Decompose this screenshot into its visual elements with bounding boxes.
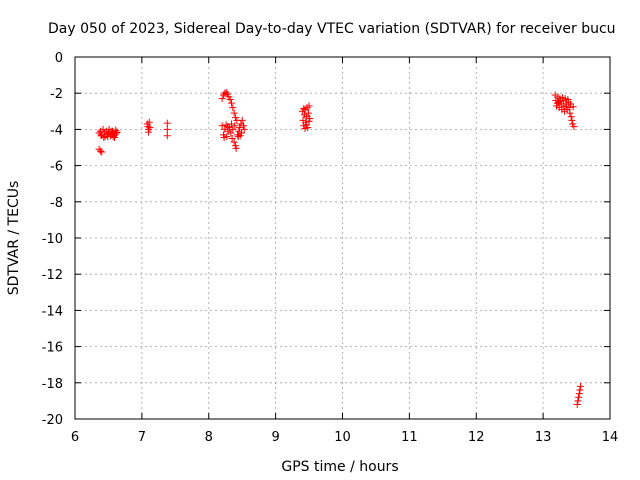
x-axis-title: GPS time / hours [281,459,398,475]
data-point [226,96,234,104]
x-tick-label: 9 [271,430,279,445]
data-point [301,124,309,132]
data-point [163,132,171,140]
data-point [229,104,237,112]
data-point [302,113,310,121]
x-tick-label: 13 [535,430,552,445]
data-point [231,122,239,130]
data-point [240,122,248,130]
data-point [562,103,570,111]
data-point [567,113,575,121]
y-axis-title: SDTVAR / TECUs [6,181,22,296]
x-tick-label: 14 [602,430,619,445]
data-point [145,118,153,126]
data-point [573,401,581,409]
data-point [230,109,238,117]
y-tick-label: -8 [50,196,63,211]
data-point [304,109,312,117]
data-point [569,103,577,111]
data-point [236,132,244,140]
chart-title: Day 050 of 2023, Sidereal Day-to-day VTE… [48,21,616,37]
plot-border [74,56,611,420]
x-tick-label: 7 [138,430,146,445]
data-point [163,119,171,127]
data-point [146,124,154,132]
data-point [218,122,226,130]
y-tick-label: -2 [50,87,63,102]
data-point [300,105,308,113]
data-point [227,120,235,128]
data-point [240,125,248,133]
data-point [228,134,236,142]
data-point [98,148,106,156]
grid-layer [75,57,610,419]
y-tick-label: -18 [42,377,63,392]
y-tick-label: -20 [42,413,63,428]
data-point [230,138,238,146]
data-point [220,134,228,142]
data-point [112,129,120,137]
data-point [96,147,104,155]
data-point [113,128,121,136]
data-point [232,144,240,152]
data-series [95,88,585,409]
x-tick-label: 12 [468,430,485,445]
tick-labels: 6 7 8 9 10 11 12 13 14 0 -2 -4 -6 -8 -10 -12 -14 -16 -18 -2… [42,51,619,445]
data-point [223,123,231,131]
data-point [577,382,585,390]
data-point [305,117,313,125]
y-tick-label: -14 [42,304,63,319]
data-point [227,129,235,137]
data-point [218,95,226,103]
data-point [145,128,153,136]
x-tick-label: 8 [205,430,213,445]
data-point [574,397,582,405]
data-point [236,124,244,132]
data-point [163,125,171,133]
data-point [222,88,230,96]
data-point [302,121,310,129]
data-point [575,390,583,398]
data-point [229,125,237,133]
data-point [553,99,561,107]
x-tick-label: 11 [401,430,418,445]
data-point [99,125,107,133]
data-point [576,386,584,394]
data-point [565,104,573,112]
data-point [570,123,578,131]
data-point [557,97,565,105]
data-point [100,134,108,142]
data-point [559,94,567,102]
x-tick-label: 6 [71,430,79,445]
y-tick-label: -6 [50,160,63,175]
y-tick-label: -12 [42,268,63,283]
data-point [564,96,572,104]
x-tick-label: 10 [334,430,351,445]
y-tick-label: 0 [55,51,63,66]
y-tick-label: -4 [50,123,63,138]
y-tick-label: -10 [42,232,63,247]
data-point [305,102,313,110]
data-point [110,134,118,142]
data-point [227,99,235,107]
data-point [566,109,574,117]
data-point [568,116,576,124]
y-tick-label: -16 [42,341,63,356]
data-point [108,127,116,135]
data-point [238,116,246,124]
data-point [104,133,112,141]
data-point [575,393,583,401]
